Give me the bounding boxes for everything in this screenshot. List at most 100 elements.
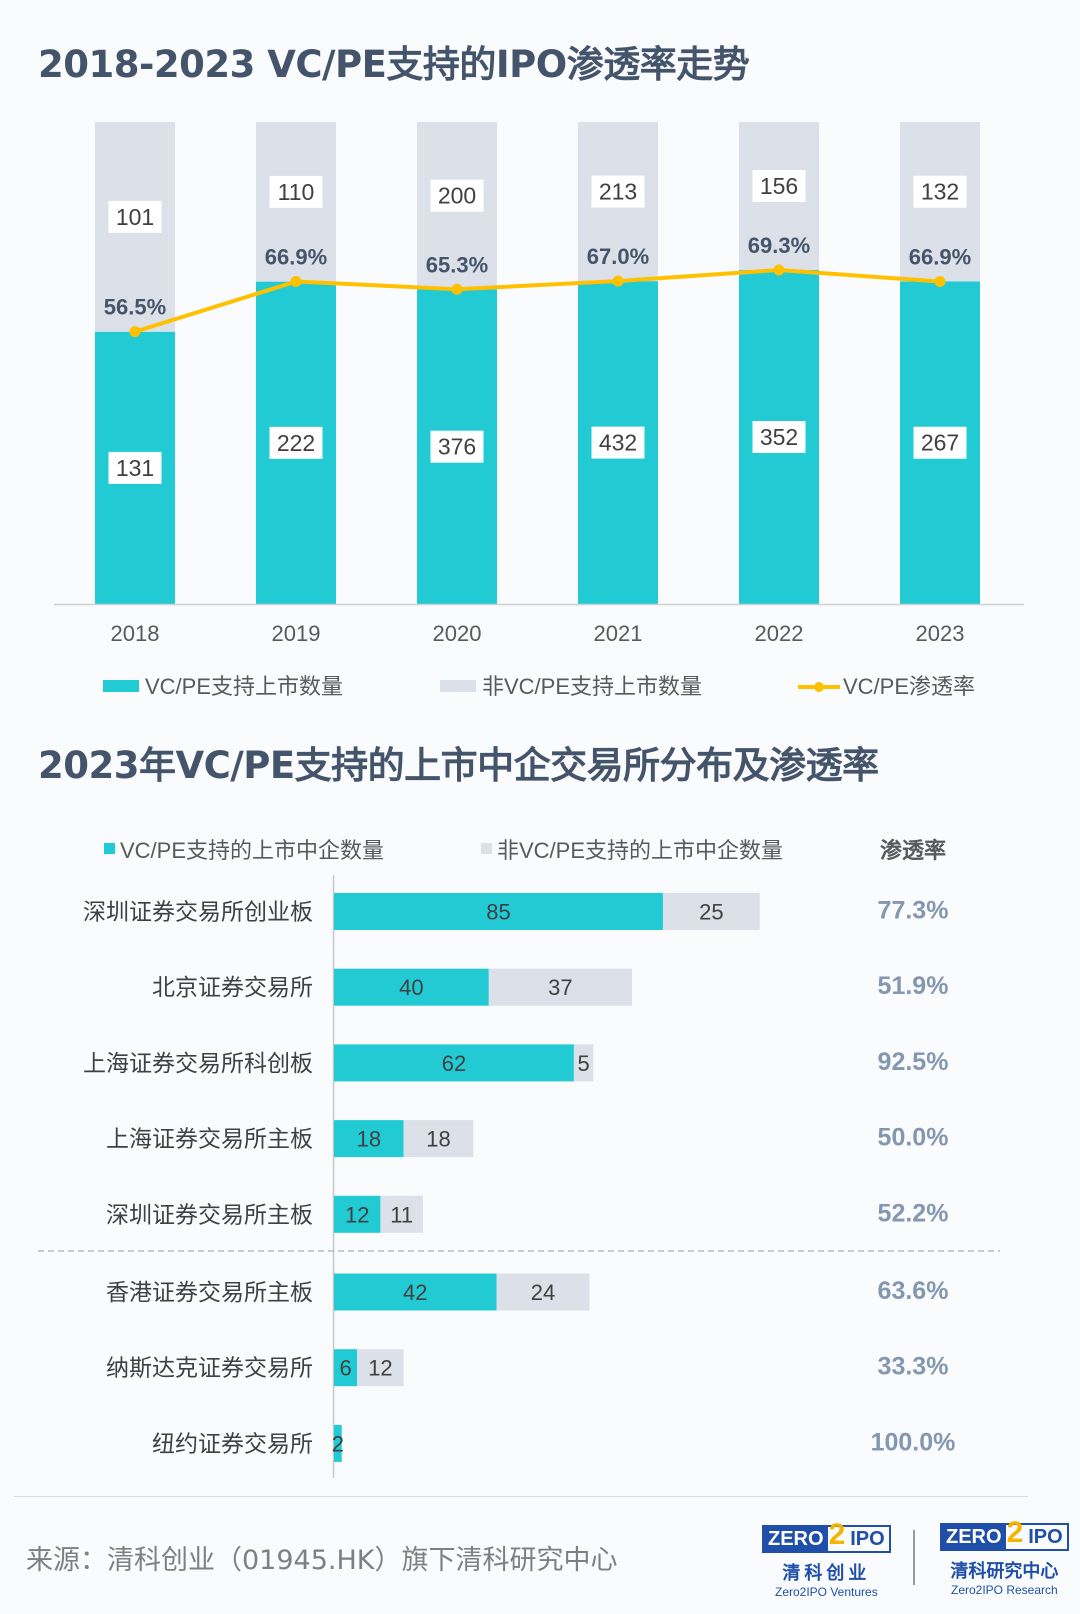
bar-vcpe [334, 1273, 497, 1311]
chart2-svg: VC/PE支持的上市中企数量 非VC/PE支持的上市中企数量 渗透率深圳证券交易所创… [38, 838, 1000, 1478]
value-non-vcpe: 12 [368, 1356, 392, 1381]
category-label: 北京证券交易所 [152, 974, 313, 1000]
rate-line [134, 267, 941, 334]
category-label: 香港证券交易所主板 [106, 1279, 313, 1305]
bar-non-vcpe [488, 968, 632, 1006]
category-label: 纳斯达克证券交易所 [106, 1355, 313, 1381]
rate-point [612, 275, 624, 287]
rate-value: 51.9% [878, 972, 949, 1000]
x-tick-label: 2021 [594, 621, 643, 646]
value-vcpe: 12 [345, 1202, 369, 1227]
rate-point [451, 283, 463, 295]
logo-text: IPO [1028, 1525, 1063, 1548]
x-tick-label: 2023 [916, 621, 965, 646]
bar-vcpe [334, 968, 489, 1006]
label-vcpe-box [752, 421, 806, 454]
rate-value: 52.2% [878, 1199, 949, 1227]
value-non-vcpe: 25 [699, 900, 723, 925]
label-non-vcpe: 156 [760, 173, 798, 199]
footer-divider [14, 1496, 1028, 1497]
value-vcpe: 18 [357, 1127, 381, 1152]
bar-non-vcpe [357, 1349, 404, 1387]
label-non-vcpe: 101 [116, 204, 154, 230]
value-non-vcpe: 37 [548, 975, 572, 1000]
category-label: 纽约证券交易所 [152, 1430, 313, 1456]
bar-non-vcpe [662, 893, 760, 930]
logo-text: IPO [850, 1527, 885, 1550]
label-non-vcpe-box [913, 175, 967, 208]
legend-swatch-vcpe [104, 843, 115, 854]
rate-label: 67.0% [587, 244, 649, 269]
value-non-vcpe: 24 [531, 1280, 555, 1305]
rate-value: 77.3% [878, 897, 949, 925]
bar-vcpe [334, 1044, 574, 1082]
rate-label: 65.3% [426, 252, 488, 277]
label-non-vcpe-box [108, 200, 162, 233]
label-vcpe-box [108, 451, 162, 484]
label-non-vcpe: 132 [921, 179, 959, 205]
value-vcpe: 2 [332, 1431, 344, 1456]
category-label: 深圳证券交易所主板 [106, 1201, 313, 1227]
value-vcpe: 85 [486, 900, 510, 925]
category-label: 上海证券交易所科创板 [83, 1050, 313, 1076]
chart1-svg: 101 131 56.5% 2018 110 222 66.9% 2019 200 376 65.3… [54, 122, 1024, 699]
label-non-vcpe-box [269, 175, 323, 208]
x-tick-label: 2022 [755, 621, 804, 646]
logo-text: ZERO [942, 1525, 1006, 1549]
logo-text: 2 [828, 1518, 846, 1551]
legend-non-vcpe: 非VC/PE支持的上市中企数量 [497, 838, 783, 863]
legend-non-vcpe: 非VC/PE支持上市数量 [482, 674, 702, 699]
label-non-vcpe: 200 [438, 183, 476, 209]
x-tick-label: 2019 [272, 621, 321, 646]
bar-non-vcpe [380, 1195, 424, 1233]
rate-label: 66.9% [909, 245, 971, 270]
logo-text: ZERO [764, 1527, 828, 1551]
bar-vcpe [334, 893, 663, 930]
rate-point [934, 276, 946, 288]
legend-rate: VC/PE渗透率 [843, 674, 975, 699]
value-vcpe: 40 [399, 975, 423, 1000]
legend-swatch-non-vcpe [481, 843, 492, 854]
label-vcpe: 131 [116, 455, 154, 481]
rate-value: 33.3% [878, 1353, 949, 1381]
legend-swatch-non-vcpe [440, 680, 476, 692]
value-vcpe: 62 [442, 1051, 466, 1076]
label-vcpe: 267 [921, 430, 959, 456]
rate-value: 92.5% [878, 1048, 949, 1076]
logo-en: Zero2IPO Research [950, 1583, 1058, 1597]
rate-label: 69.3% [748, 233, 810, 258]
label-vcpe: 432 [599, 430, 637, 456]
logo-en: Zero2IPO Ventures [774, 1585, 878, 1599]
label-non-vcpe: 213 [599, 179, 637, 205]
legend-swatch-vcpe [103, 680, 139, 692]
label-vcpe-box [591, 426, 645, 459]
label-non-vcpe: 110 [278, 179, 315, 205]
category-label: 深圳证券交易所创业板 [83, 899, 313, 925]
rate-value: 63.6% [878, 1277, 949, 1305]
rate-value: 100.0% [871, 1428, 956, 1456]
label-vcpe: 352 [760, 424, 798, 450]
rate-header: 渗透率 [880, 838, 946, 863]
rate-point [290, 276, 302, 288]
value-non-vcpe: 11 [390, 1202, 413, 1227]
rate-value: 50.0% [878, 1124, 949, 1152]
chart1-title: 2018-2023 VC/PE支持的IPO渗透率走势 [38, 43, 750, 86]
bar-vcpe [334, 1195, 381, 1233]
logo-text: 2 [1006, 1516, 1024, 1549]
bar-vcpe [334, 1349, 358, 1387]
rate-point [773, 264, 785, 276]
value-non-vcpe: 18 [426, 1127, 450, 1152]
rate-label: 66.9% [265, 245, 327, 270]
label-non-vcpe-box [752, 170, 806, 203]
logo-cn: 清科研究中心 [950, 1561, 1059, 1582]
legend-vcpe: VC/PE支持上市数量 [145, 674, 343, 699]
x-tick-label: 2020 [433, 621, 482, 646]
rate-point [129, 326, 141, 338]
label-vcpe: 376 [438, 434, 476, 460]
chart2-title: 2023年VC/PE支持的上市中企交易所分布及渗透率 [38, 744, 879, 787]
legend-marker-rate [814, 682, 824, 692]
logo-cn: 清科创业 [782, 1563, 871, 1584]
value-vcpe: 42 [403, 1280, 427, 1305]
bar-non-vcpe [573, 1044, 594, 1082]
bar-non-vcpe [403, 1120, 474, 1158]
